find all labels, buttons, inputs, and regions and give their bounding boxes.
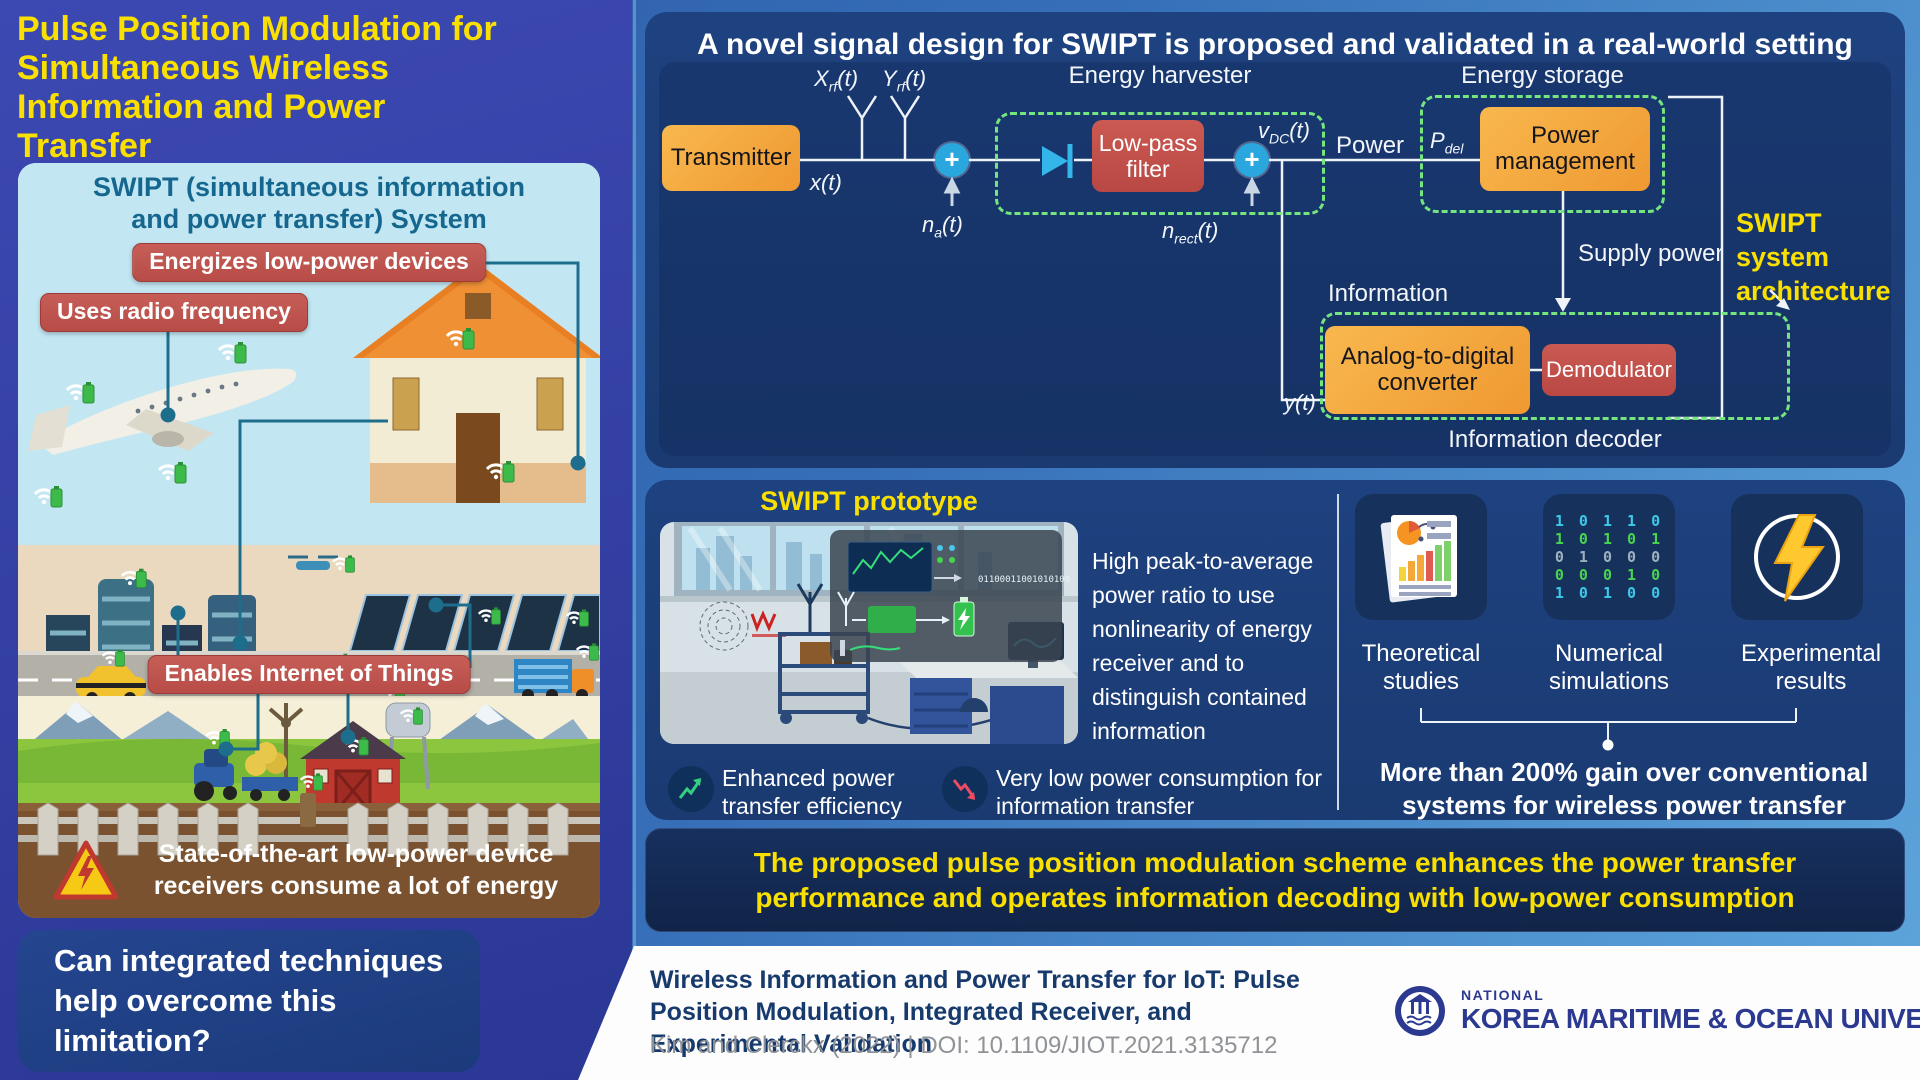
label-experimental: Experimental results <box>1740 640 1882 695</box>
low-pass-filter-block: Low-pass filter <box>1092 120 1204 192</box>
power-label: Power <box>1336 132 1405 159</box>
panel-divider <box>633 0 636 1080</box>
warning-row: State-of-the-art low-power device receiv… <box>54 838 594 902</box>
signal-xt: x(t) <box>810 170 842 195</box>
demodulator-block: Demodulator <box>1542 344 1676 396</box>
information-label: Information <box>1328 280 1449 307</box>
drone <box>288 554 356 574</box>
prototype-inset-diagram <box>830 530 1062 662</box>
binary-icon: 1 0 1 1 0 1 0 1 0 1 0 1 0 0 0 0 0 0 1 0 … <box>1554 512 1664 602</box>
signal-yt: y(t) <box>1284 390 1316 415</box>
tile-theoretical <box>1355 494 1487 620</box>
footer: Wireless Information and Power Transfer … <box>578 946 1920 1080</box>
university-name: KOREA MARITIME & OCEAN UNIVERSITY <box>1461 1003 1920 1034</box>
badge-radio-frequency: Uses radio frequency <box>40 293 308 332</box>
feature-efficiency: Enhanced power transfer efficiency <box>722 765 902 819</box>
water-tower <box>385 702 431 790</box>
tile-numerical: 1 0 1 1 0 1 0 1 0 1 0 1 0 0 0 0 0 0 1 0 … <box>1543 494 1675 620</box>
supply-power-label: Supply power <box>1578 240 1724 267</box>
section-divider <box>1337 494 1339 810</box>
university-emblem-icon <box>1395 986 1445 1036</box>
warning-text: State-of-the-art low-power device receiv… <box>153 840 559 900</box>
signal-nrect: nrect(t) <box>1162 218 1219 247</box>
binary-caption: 01100011001010100 <box>978 575 1070 585</box>
signal-vdc: vDC(t) <box>1258 118 1310 147</box>
prototype-photo: 01100011001010100 <box>660 522 1078 744</box>
badge-connectors <box>160 261 586 757</box>
transmitter-block: Transmitter <box>662 125 800 191</box>
question-box: Can integrated techniques help overcome … <box>18 930 480 1072</box>
label-theoretical: Theoretical studies <box>1361 640 1481 695</box>
paper-title: Wireless Information and Power Transfer … <box>650 966 1300 1058</box>
house <box>353 263 600 503</box>
prototype-description: High peak-to-average power ratio to use … <box>1092 548 1314 744</box>
energy-harvester-label: Energy harvester <box>1068 62 1252 89</box>
fence <box>18 772 600 856</box>
badge-iot: Enables Internet of Things <box>147 655 471 694</box>
architecture-heading: A novel signal design for SWIPT is propo… <box>697 28 1853 61</box>
adder-rectifier-noise: + <box>1235 143 1269 177</box>
lightning-icon <box>1754 514 1840 602</box>
tractor <box>194 727 298 801</box>
trend-down-icon <box>942 766 988 812</box>
page-title: Pulse Position Modulation for Simultaneo… <box>17 10 497 165</box>
swipt-system-card: SWIPT (simultaneous information and powe… <box>18 163 600 918</box>
warning-icon <box>54 840 118 900</box>
university-national: NATIONAL <box>1461 987 1545 1003</box>
label-numerical: Numerical simulations <box>1548 640 1670 695</box>
gain-statement: More than 200% gain over conventional sy… <box>1379 757 1869 820</box>
feature-low-power: Very low power consumption for informati… <box>996 765 1322 819</box>
adc-block: Analog-to-digital converter <box>1325 326 1530 414</box>
energy-storage-label: Energy storage <box>1461 62 1624 89</box>
gain-bracket <box>1420 708 1797 751</box>
swipt-scene-illustration <box>18 163 600 918</box>
prototype-heading: SWIPT prototype <box>760 486 978 516</box>
report-icon <box>1380 515 1457 603</box>
information-decoder-label: Information decoder <box>1448 426 1662 453</box>
badge-energizes: Energizes low-power devices <box>132 243 486 282</box>
architecture-side-label: SWIPT system architecture <box>1736 208 1891 306</box>
signal-yrf: Yrf(t) <box>882 66 927 95</box>
conclusion-banner: The proposed pulse position modulation s… <box>645 828 1905 932</box>
card-heading: SWIPT (simultaneous information and powe… <box>92 172 525 234</box>
university-logo: NATIONAL KOREA MARITIME & OCEAN UNIVERSI… <box>1393 984 1920 1038</box>
citation: Kim and Clerckx (2022) | DOI: 10.1109/JI… <box>650 1032 1278 1059</box>
trend-up-icon <box>668 766 714 812</box>
signal-pdel: Pdel <box>1430 128 1464 157</box>
power-management-block: Power management <box>1480 107 1650 191</box>
energy-storage-group <box>1420 95 1665 213</box>
windmill <box>268 703 304 783</box>
tile-experimental <box>1731 494 1863 620</box>
adder-antenna-noise: + <box>935 143 969 177</box>
signal-na: na(t) <box>922 212 963 241</box>
signal-xrf: Xrf(t) <box>814 66 859 95</box>
